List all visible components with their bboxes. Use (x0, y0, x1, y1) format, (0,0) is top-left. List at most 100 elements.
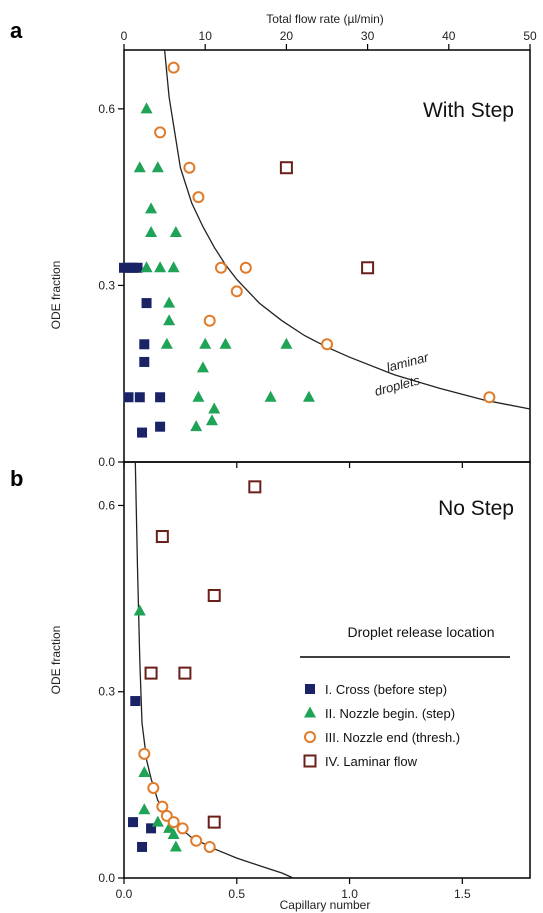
legend-item-label: IV. Laminar flow (325, 754, 418, 769)
panel-a-y-axis: 0.0 0.3 0.6 (98, 102, 124, 469)
data-point (138, 747, 151, 760)
x-tick-label: 1.5 (454, 887, 471, 901)
y-tick-label: 0.3 (98, 278, 115, 292)
data-point (140, 261, 153, 273)
panel-b-x-axis: 0.0 0.5 1.0 1.5 (116, 878, 471, 901)
panel-a-y-axis-title: ODE fraction (49, 261, 63, 330)
panel-b-y-axis: 0.0 0.3 0.6 (98, 498, 124, 885)
data-point (279, 161, 293, 175)
data-point (133, 604, 146, 616)
series-open-circle (138, 747, 216, 853)
data-point (130, 696, 141, 707)
data-point (146, 823, 157, 834)
panel-a-title: With Step (423, 99, 514, 122)
top-tick-label: 50 (523, 29, 537, 43)
series-open-square (279, 161, 375, 275)
data-point (151, 161, 164, 173)
panel-b-title: No Step (438, 497, 514, 520)
data-point (138, 765, 151, 777)
data-point (137, 841, 148, 852)
data-point (169, 840, 182, 852)
data-point (190, 420, 203, 432)
data-point (239, 261, 252, 274)
data-point (132, 262, 143, 273)
series-filled-square (119, 262, 166, 438)
data-point (167, 261, 180, 273)
series-filled-triangle (133, 102, 315, 432)
panel-a-boundary-curve (163, 49, 531, 410)
legend-item-label: I. Cross (before step) (325, 682, 447, 697)
data-point (138, 803, 151, 815)
data-point (133, 161, 146, 173)
data-point (163, 296, 176, 308)
data-point (140, 102, 153, 114)
panel-a-x-axis (123, 462, 463, 468)
data-point (203, 840, 216, 853)
series-filled-square (128, 696, 157, 852)
panel-a-data-points (119, 61, 496, 438)
data-point (205, 414, 218, 426)
data-point (248, 480, 262, 494)
legend-marker (303, 754, 317, 768)
legend: Droplet release location I. Cross (befor… (300, 624, 510, 769)
top-tick-label: 0 (121, 29, 128, 43)
data-point (151, 815, 164, 827)
data-point (144, 666, 158, 680)
data-point (192, 390, 205, 402)
data-point (128, 817, 139, 828)
data-point (183, 161, 196, 174)
panel-a: a Total flow rate (µl/min) 0 10 20 30 40 50 W… (10, 12, 537, 469)
data-point (137, 427, 148, 438)
data-point (155, 392, 166, 403)
y-tick-label: 0.6 (98, 498, 115, 512)
legend-marker (304, 706, 316, 718)
top-tick-label: 20 (280, 29, 294, 43)
legend-item-label: III. Nozzle end (thresh.) (325, 730, 460, 745)
data-point (483, 391, 496, 404)
panel-b-letter: b (10, 466, 23, 491)
data-point (207, 588, 221, 602)
panel-a-laminar-label: laminar (385, 349, 431, 375)
data-point (134, 392, 145, 403)
data-point (141, 298, 152, 309)
data-point (155, 530, 169, 544)
series-open-square (144, 480, 262, 829)
data-point (163, 821, 176, 833)
x-tick-label: 0.5 (228, 887, 245, 901)
data-point (154, 261, 167, 273)
data-point (167, 61, 180, 74)
data-point (154, 126, 167, 139)
legend-marker (305, 684, 315, 694)
data-point (192, 191, 205, 204)
top-tick-label: 30 (361, 29, 375, 43)
data-point (176, 822, 189, 835)
data-point (214, 261, 227, 274)
legend-marker (304, 731, 316, 743)
panel-b-boundary-curve (134, 461, 294, 879)
data-point (147, 781, 160, 794)
panel-b-plot-frame (123, 461, 531, 879)
panel-b-y-axis-title: ODE fraction (49, 626, 63, 695)
data-point (219, 337, 232, 349)
legend-title: Droplet release location (347, 624, 494, 640)
series-filled-triangle (133, 604, 182, 852)
data-point (203, 314, 216, 327)
data-point (167, 816, 180, 829)
data-point (167, 828, 180, 840)
data-point (208, 402, 221, 414)
data-point (190, 834, 203, 847)
panel-a-letter: a (10, 18, 23, 43)
series-open-circle (154, 61, 496, 404)
data-point (139, 356, 150, 367)
data-point (280, 337, 293, 349)
panel-b-data-points (128, 480, 262, 853)
data-point (207, 815, 221, 829)
data-point (199, 337, 212, 349)
top-tick-label: 10 (199, 29, 213, 43)
y-tick-label: 0.3 (98, 685, 115, 699)
data-point (145, 225, 158, 237)
y-tick-label: 0.0 (98, 871, 115, 885)
top-tick-label: 40 (442, 29, 456, 43)
y-tick-label: 0.6 (98, 102, 115, 116)
